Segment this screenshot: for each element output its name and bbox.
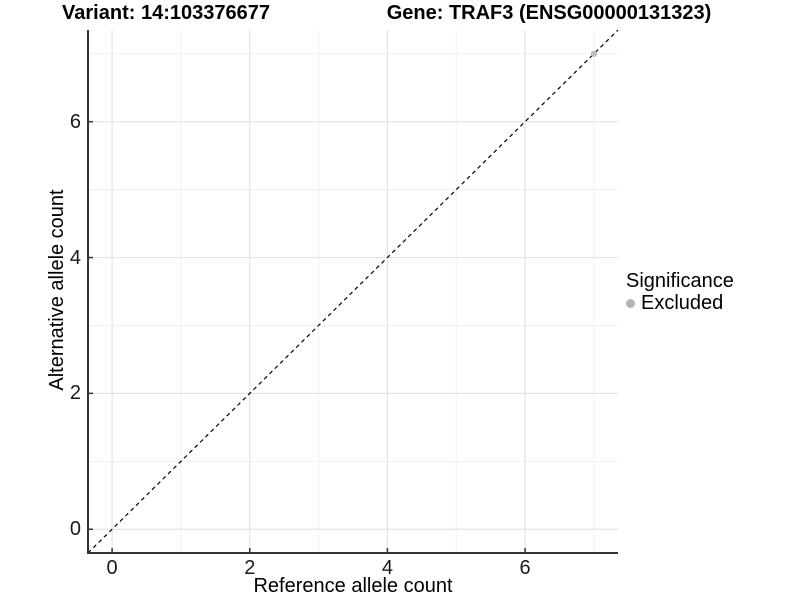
- x-tick-label: 6: [519, 557, 531, 579]
- y-axis-title: Alternative allele count: [46, 189, 68, 391]
- legend-title: Significance: [626, 270, 734, 292]
- data-point: [590, 50, 598, 57]
- y-tick-label: 2: [69, 382, 81, 405]
- x-tick-label: 0: [106, 557, 118, 579]
- legend-item: Excluded: [626, 292, 734, 314]
- legend: Significance Excluded: [626, 270, 734, 314]
- panel-background: [88, 30, 618, 553]
- plot-title-gene: Gene: TRAF3 (ENSG00000131323): [386, 2, 712, 24]
- legend-item-list: Excluded: [626, 292, 734, 314]
- plot-title-variant: Variant: 14:103376677: [62, 2, 270, 24]
- y-tick-label: 6: [69, 110, 81, 133]
- legend-swatch-dot: [626, 298, 635, 308]
- y-tick-label: 4: [69, 246, 81, 269]
- x-axis-title: Reference allele count: [253, 575, 453, 597]
- legend-item-label: Excluded: [641, 292, 724, 314]
- y-tick-label: 0: [69, 518, 81, 541]
- x-tick-label: 2: [244, 557, 256, 579]
- x-tick-label: 4: [381, 557, 393, 579]
